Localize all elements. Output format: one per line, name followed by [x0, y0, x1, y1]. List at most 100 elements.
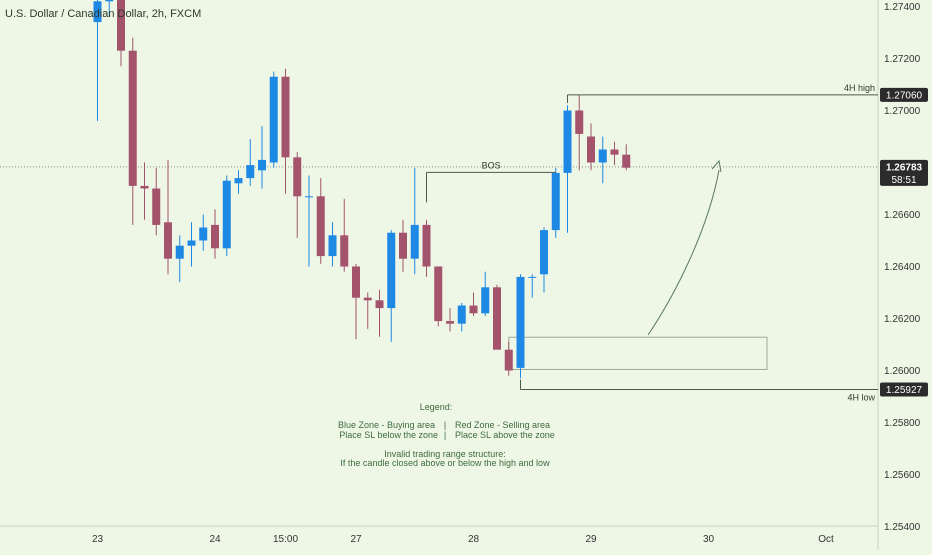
- candle-body: [316, 196, 325, 257]
- candle-body: [493, 287, 501, 350]
- candle-body: [481, 287, 490, 314]
- candle[interactable]: [610, 141, 619, 166]
- candle-body: [375, 300, 384, 309]
- candle[interactable]: [481, 271, 490, 316]
- candle[interactable]: [140, 162, 149, 220]
- 4h-high-price-badge: 1.27060: [880, 87, 928, 102]
- candle[interactable]: [340, 198, 349, 272]
- candle[interactable]: [375, 289, 384, 337]
- candle[interactable]: [293, 152, 302, 238]
- candle[interactable]: [152, 167, 161, 236]
- price-tick-label: 1.25800: [884, 418, 921, 429]
- candle[interactable]: [469, 292, 478, 316]
- price-tick-label: 1.26200: [884, 314, 921, 325]
- candle[interactable]: [234, 170, 243, 194]
- candle[interactable]: [305, 175, 313, 267]
- candle[interactable]: [352, 263, 360, 340]
- price-tick-label: 1.26400: [884, 262, 921, 273]
- candle[interactable]: [128, 37, 137, 225]
- candle-body: [152, 188, 161, 225]
- candle-body: [199, 227, 208, 241]
- candle[interactable]: [422, 219, 431, 277]
- candle[interactable]: [281, 68, 290, 194]
- candle[interactable]: [399, 219, 407, 272]
- candle-body: [399, 232, 407, 259]
- candle-body: [410, 224, 419, 259]
- candle[interactable]: [199, 214, 208, 251]
- candle[interactable]: [387, 230, 396, 342]
- candle[interactable]: [93, 0, 102, 121]
- candle[interactable]: [434, 266, 443, 327]
- time-tick-label: 28: [468, 534, 480, 545]
- candle-body: [504, 349, 513, 371]
- price-axis-labels: 1.27400 1.27200 1.27000 1.26600 1.26400 1.262…: [884, 2, 921, 533]
- candle-body: [222, 180, 231, 249]
- legend-blue-zone: Blue Zone - Buying area: [338, 420, 435, 430]
- candle-body: [93, 1, 102, 23]
- candle[interactable]: [175, 235, 184, 283]
- candle[interactable]: [493, 284, 501, 350]
- candle[interactable]: [575, 94, 584, 171]
- candle[interactable]: [117, 0, 125, 67]
- candle-body: [387, 232, 396, 309]
- candle[interactable]: [563, 105, 572, 233]
- 4h-low-badge-bg: [880, 382, 928, 397]
- current-price-badge: 1.26783 58:51: [880, 159, 928, 186]
- candle[interactable]: [164, 159, 172, 275]
- price-tick-label: 1.26000: [884, 366, 921, 377]
- candle-body: [293, 157, 302, 197]
- candle-body: [446, 321, 454, 324]
- candle[interactable]: [622, 144, 631, 171]
- candle[interactable]: [222, 175, 231, 257]
- plot-area: BOS 4H high 4H low: [0, 0, 879, 550]
- bos-label: BOS: [482, 160, 501, 170]
- candle[interactable]: [587, 123, 595, 171]
- candle[interactable]: [516, 274, 525, 379]
- price-tick-label: 1.27400: [884, 2, 921, 13]
- candle[interactable]: [410, 167, 419, 275]
- candle-body: [434, 266, 443, 322]
- candle-body: [187, 240, 196, 246]
- candle-body: [598, 149, 607, 163]
- candles-group: [93, 0, 631, 379]
- candle[interactable]: [258, 126, 266, 189]
- candle-body: [563, 110, 572, 173]
- candle[interactable]: [598, 136, 607, 184]
- legend-note: Legend: Blue Zone - Buying area | Red Zo…: [338, 402, 555, 468]
- candle[interactable]: [457, 302, 466, 332]
- candle-body: [340, 235, 349, 267]
- candle[interactable]: [105, 0, 114, 17]
- candle[interactable]: [540, 227, 548, 293]
- time-tick-label: 15:00: [273, 534, 298, 545]
- candle-body: [469, 305, 478, 314]
- legend-title: Legend:: [420, 402, 453, 412]
- candle[interactable]: [446, 308, 454, 332]
- price-tick-label: 1.25400: [884, 522, 921, 533]
- current-price-badge-bg: [880, 159, 928, 186]
- candle-body: [587, 136, 595, 163]
- candle[interactable]: [328, 222, 337, 267]
- candle[interactable]: [363, 292, 372, 329]
- price-tick-label: 1.27000: [884, 106, 921, 117]
- candle[interactable]: [551, 167, 560, 238]
- legend-blue-sl: Place SL below the zone: [339, 430, 438, 440]
- candle-body: [363, 297, 372, 301]
- time-tick-label: Oct: [818, 534, 834, 545]
- candle-body: [352, 266, 360, 298]
- candle[interactable]: [211, 209, 219, 259]
- projection-arrow[interactable]: [647, 169, 720, 336]
- candle-body: [246, 165, 255, 179]
- candle[interactable]: [269, 71, 278, 168]
- candle[interactable]: [187, 222, 196, 267]
- candle[interactable]: [246, 139, 255, 186]
- 4h-high-label: 4H high: [844, 83, 875, 93]
- candle[interactable]: [504, 341, 513, 376]
- candle-body: [164, 222, 172, 259]
- candle[interactable]: [316, 178, 325, 264]
- candle[interactable]: [528, 274, 537, 298]
- candle-body: [140, 185, 149, 189]
- time-tick-label: 29: [585, 534, 597, 545]
